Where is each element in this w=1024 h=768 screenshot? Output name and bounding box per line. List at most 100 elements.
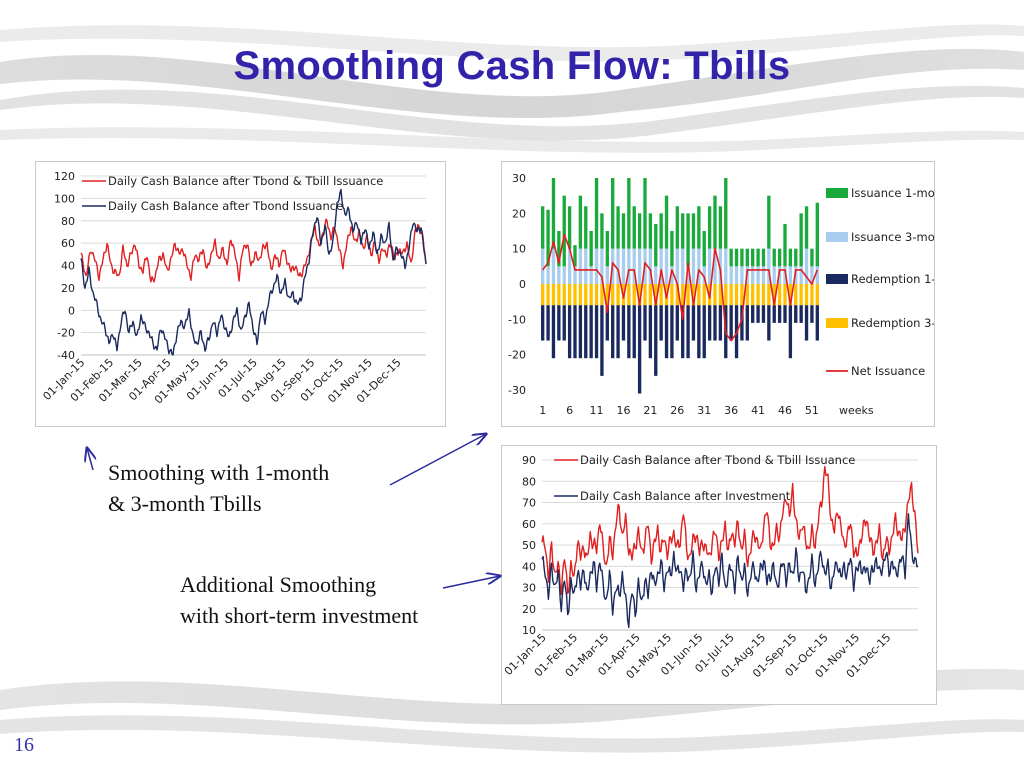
chart-2-weekly-tbill-flows: 30 20 10 0 -10 -20 -30 1 6 11 16 21 26 31 36 41 46 51 Is…	[501, 161, 935, 427]
bar-issuance-3m	[777, 266, 782, 284]
y-tick-label: 60	[61, 237, 75, 250]
y-tick-label: -30	[508, 384, 526, 397]
bar-issuance-3m	[578, 248, 583, 284]
caption-line: Additional Smoothing	[180, 572, 377, 597]
x-tick-label: 1	[539, 404, 546, 417]
bar-redemption-1m	[541, 305, 545, 341]
bar-issuance-3m	[767, 248, 771, 284]
y-tick-label: 10	[512, 243, 526, 256]
bar-issuance-1m	[751, 248, 755, 267]
bar-issuance-3m	[664, 248, 669, 284]
bar-redemption-3m	[541, 284, 545, 306]
bar-issuance-1m	[594, 178, 599, 249]
x-axis-unit-label: weeks	[839, 404, 874, 417]
bar-redemption-3m	[557, 284, 561, 306]
bar-redemption-3m	[713, 284, 717, 306]
bar-redemption-3m	[605, 284, 609, 306]
bar-issuance-1m	[718, 206, 723, 249]
bar-issuance-1m	[584, 206, 588, 249]
bar-issuance-3m	[616, 248, 620, 284]
bar-issuance-3m	[761, 266, 766, 284]
x-tick-label: 41	[751, 404, 765, 417]
x-tick-label: 6	[566, 404, 573, 417]
bar-issuance-1m	[627, 178, 631, 249]
bar-issuance-3m	[627, 248, 631, 284]
bar-redemption-1m	[691, 305, 696, 341]
bar-redemption-1m	[605, 305, 609, 341]
legend-label: Daily Cash Balance after Tbond Issuance	[108, 199, 343, 213]
bar-redemption-1m	[654, 305, 658, 376]
slide-number: 16	[14, 734, 34, 756]
y-tick-label: 80	[522, 475, 536, 488]
bar-redemption-1m	[810, 305, 814, 323]
bar-issuance-1m	[783, 223, 787, 267]
y-tick-label: 40	[61, 260, 75, 273]
bar-issuance-1m	[562, 195, 566, 267]
bar-redemption-3m	[794, 284, 798, 306]
bar-issuance-3m	[654, 266, 658, 284]
bar-issuance-1m	[724, 178, 728, 249]
y-tick-label: 100	[54, 192, 75, 205]
bar-redemption-1m	[670, 305, 674, 359]
bar-issuance-3m	[815, 266, 819, 284]
bar-issuance-1m	[664, 195, 669, 249]
bar-issuance-3m	[573, 266, 577, 284]
bar-issuance-1m	[643, 178, 647, 249]
bar-issuance-3m	[788, 266, 793, 284]
bar-redemption-3m	[627, 284, 631, 306]
bar-issuance-3m	[707, 248, 712, 284]
y-tick-label: 20	[512, 207, 526, 220]
bar-issuance-3m	[637, 248, 642, 284]
bar-redemption-1m	[584, 305, 588, 359]
bar-redemption-3m	[767, 284, 771, 306]
bar-redemption-3m	[697, 284, 701, 306]
bar-issuance-1m	[734, 248, 739, 267]
bar-redemption-1m	[589, 305, 593, 359]
bar-redemption-3m	[643, 284, 647, 306]
bar-issuance-1m	[675, 206, 679, 249]
bar-redemption-1m	[713, 305, 717, 341]
arrow-to-chart-1	[87, 448, 93, 471]
slide-title: Smoothing Cash Flow: Tbills	[233, 44, 791, 88]
bar-issuance-3m	[810, 266, 814, 284]
bar-issuance-3m	[567, 248, 572, 284]
bar-issuance-1m	[589, 231, 593, 267]
bar-issuance-1m	[691, 213, 696, 249]
bar-issuance-1m	[799, 213, 803, 267]
bar-redemption-3m	[611, 284, 615, 306]
bar-issuance-3m	[659, 248, 663, 284]
bar-issuance-3m	[632, 248, 636, 284]
bar-redemption-1m	[772, 305, 776, 323]
bar-redemption-1m	[632, 305, 636, 359]
bar-redemption-1m	[729, 305, 733, 341]
bar-redemption-3m	[578, 284, 583, 306]
bar-redemption-1m	[578, 305, 583, 359]
bar-issuance-1m	[637, 213, 642, 249]
bar-issuance-1m	[648, 213, 653, 249]
caption-smoothing-tbills: Smoothing with 1-month & 3-month Tbills	[108, 457, 329, 519]
chart-1-cash-balance-tbills: 120 100 80 60 40 20 0 -20 -40 01-Jan-15 01-Feb-15…	[35, 161, 446, 427]
bar-redemption-1m	[777, 305, 782, 323]
bar-redemption-1m	[686, 305, 690, 359]
bar-issuance-3m	[724, 248, 728, 284]
bar-issuance-3m	[799, 266, 803, 284]
bar-redemption-1m	[600, 305, 604, 376]
legend-swatch	[826, 232, 848, 242]
caption-line: & 3-month Tbills	[108, 491, 262, 516]
bar-redemption-3m	[567, 284, 572, 306]
bar-issuance-3m	[562, 266, 566, 284]
y-tick-label: 30	[522, 582, 536, 595]
bar-redemption-3m	[745, 284, 749, 306]
bar-redemption-1m	[788, 305, 793, 359]
bar-issuance-1m	[767, 195, 771, 249]
bar-issuance-3m	[718, 248, 723, 284]
bar-issuance-3m	[729, 266, 733, 284]
bar-issuance-1m	[600, 213, 604, 249]
bar-issuance-1m	[702, 231, 706, 267]
bar-issuance-3m	[804, 248, 809, 284]
bar-issuance-1m	[810, 248, 814, 267]
arrow-to-chart-3	[442, 576, 500, 589]
x-tick-label: 36	[724, 404, 738, 417]
bar-redemption-3m	[718, 284, 723, 306]
